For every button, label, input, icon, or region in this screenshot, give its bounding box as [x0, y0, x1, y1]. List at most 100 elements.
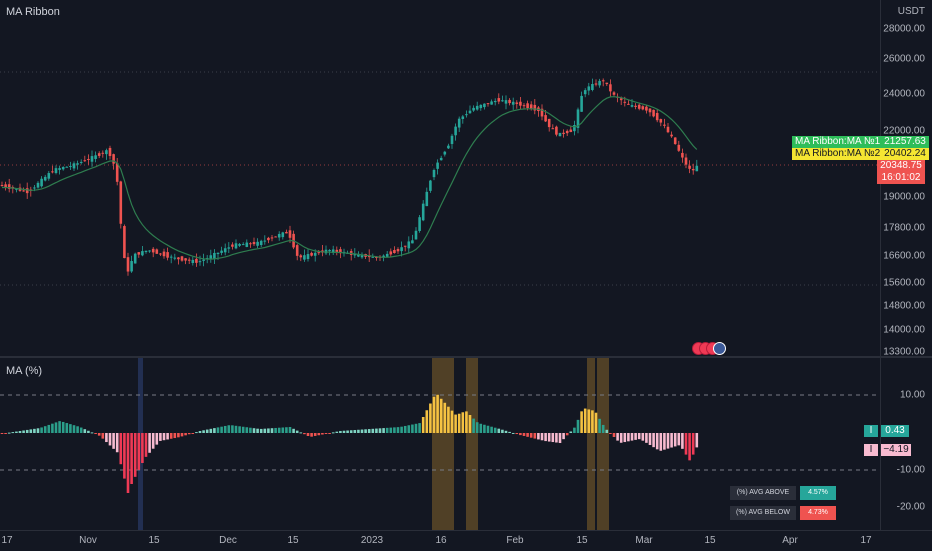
time-tick: 15 — [287, 535, 299, 546]
time-tick: 17 — [1, 535, 13, 546]
candle-body — [58, 168, 61, 170]
histogram-bar — [533, 433, 537, 439]
indicator-tick: -20.00 — [896, 501, 925, 513]
histogram-bar — [216, 427, 220, 433]
candle-body — [173, 257, 177, 259]
time-axis[interactable]: 17 Nov 15 Dec 15 2023 16 Feb 15 Mar 15 A… — [0, 530, 932, 551]
histogram-bar — [439, 398, 443, 433]
histogram-bar — [115, 433, 119, 453]
histogram-bar — [51, 423, 54, 433]
candle-body — [47, 173, 51, 179]
histogram-bar — [173, 433, 177, 439]
histogram-bar — [198, 431, 202, 433]
candle-body — [220, 250, 223, 253]
ma2-value-label: 20402.24 — [881, 148, 929, 160]
ma-percent-histogram[interactable] — [0, 358, 880, 530]
histogram-bar — [511, 432, 515, 434]
histogram-bar — [213, 428, 216, 433]
pos-value-icon: I — [864, 425, 878, 437]
candle-body — [40, 178, 43, 187]
histogram-bar — [666, 433, 670, 449]
candle-body — [400, 247, 403, 252]
histogram-bar — [97, 433, 101, 436]
candle-body — [223, 248, 227, 253]
histogram-bar — [274, 427, 277, 433]
highlight-band — [466, 358, 478, 530]
histogram-bar — [7, 432, 11, 434]
candle-body — [25, 188, 29, 194]
histogram-bar — [475, 422, 479, 433]
price-tick: 28000.00 — [883, 23, 925, 35]
candle-body — [274, 236, 277, 238]
histogram-bar — [69, 424, 72, 433]
price-pane[interactable]: MA Ribbon — [0, 0, 880, 356]
us-flag-icon[interactable] — [713, 342, 726, 355]
histogram-bar — [353, 430, 357, 433]
histogram-bar — [479, 423, 483, 433]
histogram-bar — [396, 427, 400, 433]
candle-body — [263, 240, 267, 242]
histogram-bar — [245, 427, 249, 433]
histogram-bar — [94, 433, 97, 435]
candle-body — [681, 152, 684, 158]
histogram-bar — [339, 430, 342, 433]
candle-body — [475, 105, 479, 110]
histogram-bar — [306, 433, 310, 436]
candle-body — [234, 243, 238, 249]
histogram-bar — [205, 429, 209, 433]
histogram-bar — [432, 396, 436, 433]
price-tick: 22000.00 — [883, 125, 925, 137]
histogram-bar — [382, 428, 385, 433]
histogram-bar — [483, 424, 486, 433]
histogram-bar — [367, 429, 371, 433]
candle-body — [425, 191, 429, 207]
indicator-axis[interactable]: 10.00 -10.00 -20.00 — [880, 358, 932, 530]
indicator-pane[interactable]: MA (%) (%) AVG ABOVE 4.57% (%) AVG BELOW… — [0, 358, 880, 530]
price-chart[interactable] — [0, 0, 880, 356]
candle-body — [115, 163, 119, 182]
histogram-bar — [321, 433, 324, 435]
candle-body — [562, 132, 565, 135]
histogram-bar — [263, 428, 267, 433]
histogram-bar — [317, 433, 321, 436]
histogram-bar — [551, 433, 555, 443]
candle-body — [645, 106, 648, 111]
candle-body — [432, 169, 436, 178]
histogram-bar — [220, 426, 223, 433]
histogram-bar — [529, 433, 533, 438]
candle-body — [396, 249, 400, 252]
histogram-bar — [645, 433, 648, 443]
histogram-bar — [4, 433, 7, 434]
candle-body — [306, 254, 310, 260]
candle-body — [270, 237, 274, 239]
neg-value-label: −4.19 — [881, 444, 911, 456]
histogram-bar — [627, 433, 630, 442]
histogram-bar — [43, 426, 47, 433]
candle-body — [493, 100, 497, 103]
histogram-bar — [346, 430, 349, 433]
candle-body — [691, 168, 695, 171]
currency-unit: USDT — [897, 6, 925, 17]
histogram-bar — [151, 433, 155, 449]
candle-body — [101, 152, 105, 154]
histogram-bar — [281, 427, 285, 433]
histogram-bar — [576, 419, 580, 433]
candle-body — [137, 252, 141, 255]
highlight-band — [138, 358, 143, 530]
pane-separator[interactable] — [0, 356, 932, 358]
candle-body — [209, 255, 213, 260]
candle-body — [418, 217, 421, 231]
histogram-bar — [285, 427, 288, 433]
histogram-bar — [357, 429, 360, 433]
candle-body — [565, 130, 569, 134]
histogram-bar — [83, 429, 87, 433]
candle-body — [652, 109, 655, 117]
event-flags[interactable] — [692, 341, 732, 355]
histogram-bar — [61, 421, 65, 433]
candle-body — [663, 124, 666, 126]
price-tick: 19000.00 — [883, 191, 925, 203]
histogram-bar — [252, 428, 256, 433]
candle-body — [688, 165, 691, 169]
chart-title: MA Ribbon — [6, 6, 60, 18]
candle-body — [450, 135, 454, 144]
